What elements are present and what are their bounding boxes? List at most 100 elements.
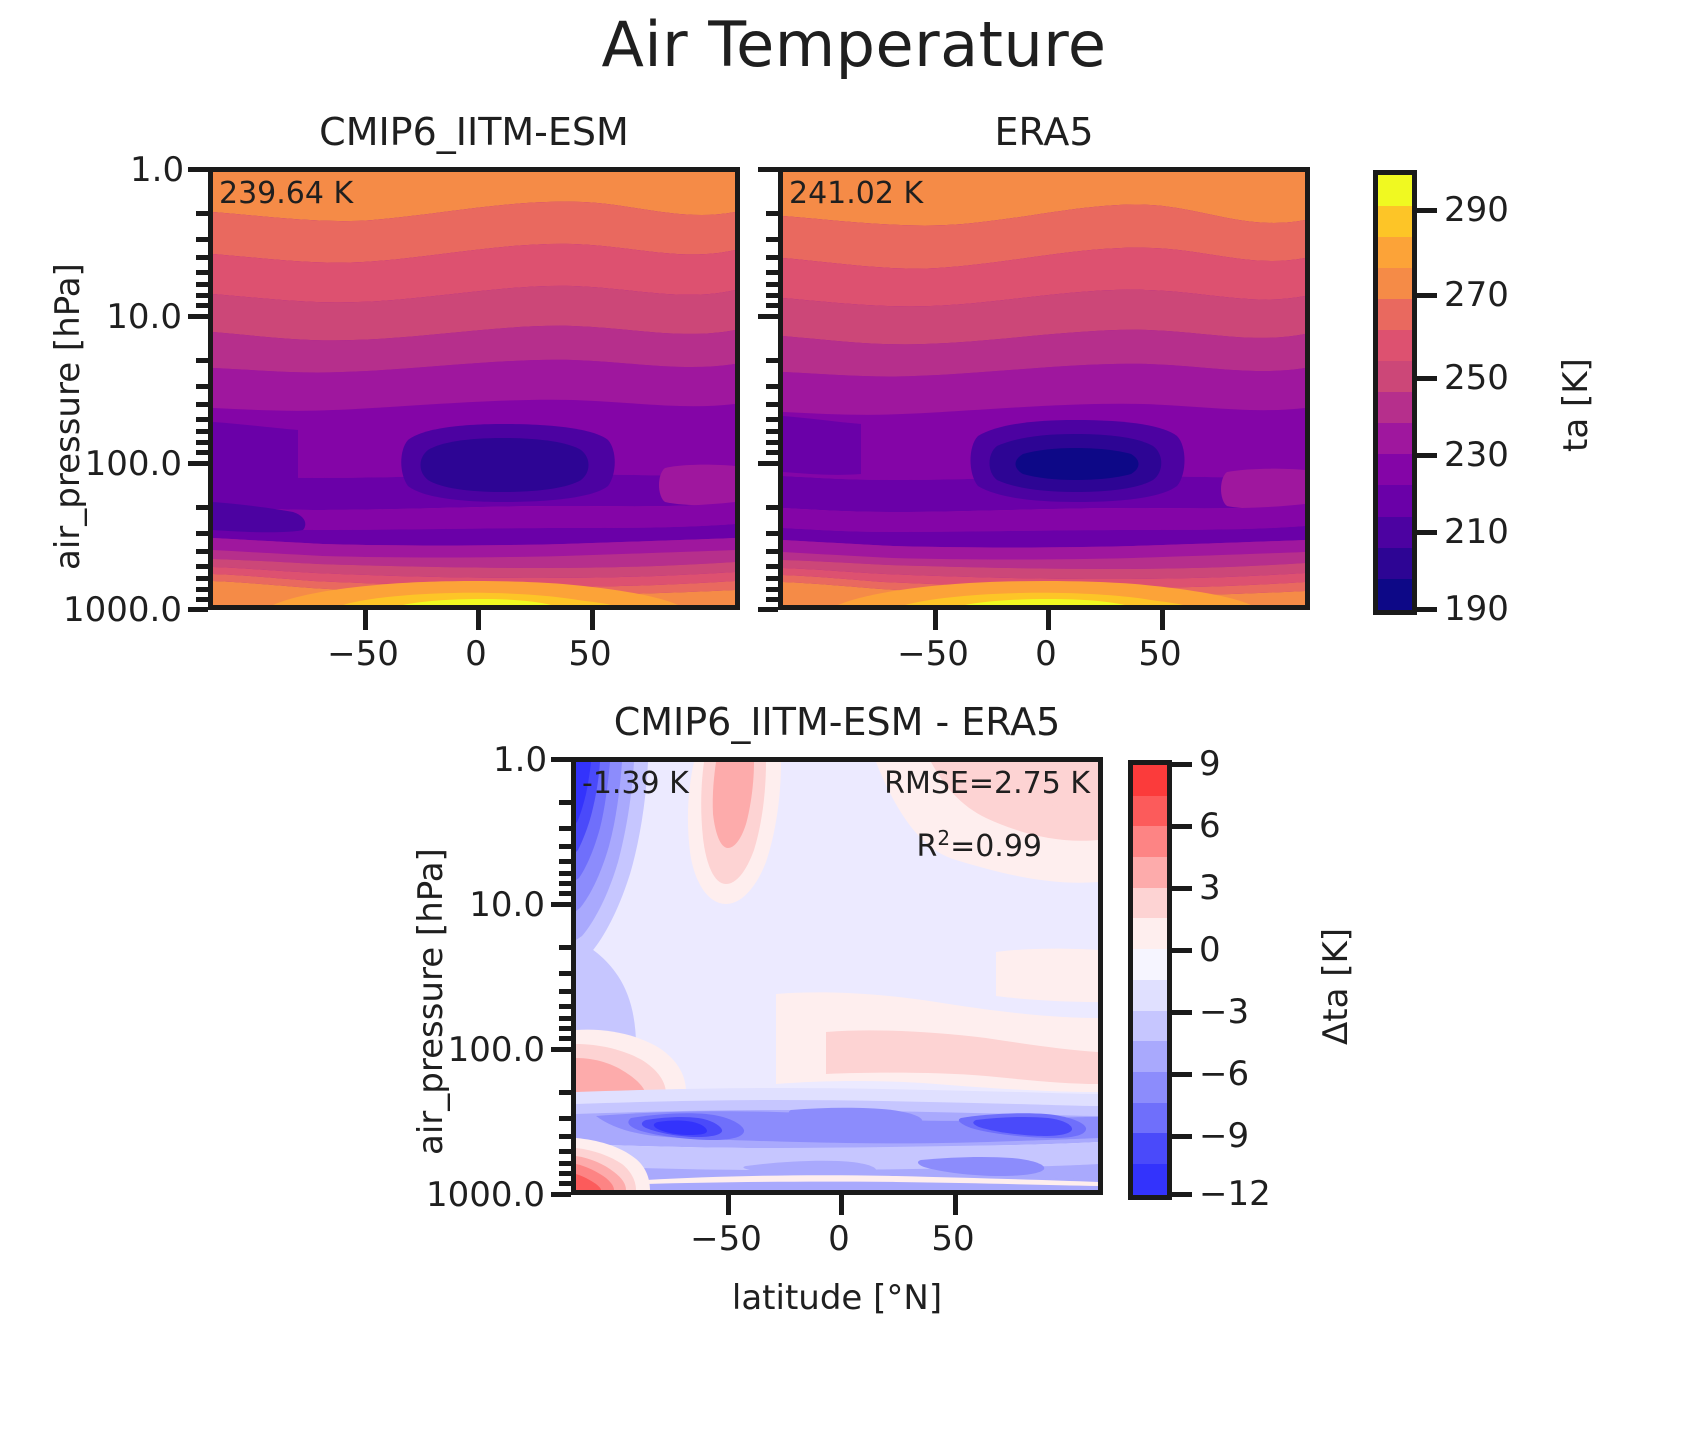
colorbar-tick-label: −6 <box>1199 1054 1250 1094</box>
colorbar-tick-label: 6 <box>1199 806 1221 846</box>
ytick-minor <box>559 891 571 896</box>
panel-model-axes: 239.64 K <box>208 167 740 610</box>
ytick-minor <box>766 282 778 287</box>
colorbar-tick-label: −9 <box>1199 1116 1250 1156</box>
figure-title: Air Temperature <box>601 8 1107 81</box>
colorbar-tick <box>1415 453 1437 458</box>
xtick-label: 0 <box>1035 634 1057 674</box>
ytick-minor <box>559 1149 571 1154</box>
ytick-minor <box>559 1161 571 1166</box>
ytick-minor <box>766 576 778 581</box>
ytick-minor <box>196 293 208 298</box>
xtick-major <box>933 610 938 630</box>
ytick-major <box>758 167 778 172</box>
difference-contour-plot <box>576 762 1098 1190</box>
ytick-label: 100.0 <box>447 1030 545 1070</box>
panel-reference-axes: 241.02 K <box>778 167 1310 610</box>
ytick-major <box>188 167 208 172</box>
colorbar-tick <box>1170 1192 1192 1197</box>
colorbar-tick <box>1415 607 1437 612</box>
colorbar-tick <box>1170 1072 1192 1077</box>
xtick-label: 0 <box>828 1219 850 1259</box>
ytick-minor <box>559 1036 571 1041</box>
ytick-major <box>758 461 778 466</box>
ytick-minor <box>559 1026 571 1031</box>
colorbar-tick-label: 190 <box>1444 589 1509 629</box>
ytick-minor <box>196 587 208 592</box>
ytick-minor <box>196 282 208 287</box>
ytick-minor <box>196 237 208 242</box>
ytick-minor <box>196 384 208 389</box>
ytick-minor <box>196 440 208 445</box>
xtick-major <box>839 1195 844 1215</box>
ytick-minor <box>559 844 571 849</box>
panel-reference-annotation: 241.02 K <box>789 176 924 211</box>
colorbar-tick-label: −12 <box>1199 1174 1271 1214</box>
colorbar-tick <box>1170 1134 1192 1139</box>
colorbar-ta <box>1373 170 1417 615</box>
ytick-minor <box>559 1134 571 1139</box>
ytick-major <box>551 902 571 907</box>
ytick-major <box>551 1047 571 1052</box>
colorbar-tick-label: 9 <box>1199 744 1221 784</box>
xtick-major <box>726 1195 731 1215</box>
panel-difference-r2: R2=0.99 <box>916 826 1042 864</box>
panel-title-difference: CMIP6_IITM-ESM - ERA5 <box>613 700 1061 744</box>
ytick-minor <box>766 531 778 536</box>
ytick-major <box>188 461 208 466</box>
ytick-minor <box>559 800 571 805</box>
xtick-label: 50 <box>1138 634 1182 674</box>
ytick-minor <box>766 358 778 363</box>
ytick-label: 1.0 <box>493 740 548 780</box>
ytick-minor <box>559 871 571 876</box>
ytick-minor <box>766 384 778 389</box>
xtick-major <box>476 610 481 630</box>
colorbar-title-delta-ta: Δta [K] <box>1316 927 1356 1045</box>
ytick-minor <box>766 237 778 242</box>
ytick-minor <box>559 1116 571 1121</box>
panel-title-model: CMIP6_IITM-ESM <box>319 110 629 154</box>
ytick-major <box>758 314 778 319</box>
xtick-major <box>953 1195 958 1215</box>
ytick-minor <box>559 859 571 864</box>
xtick-major <box>363 610 368 630</box>
ytick-minor <box>559 989 571 994</box>
ytick-minor <box>766 303 778 308</box>
axis-label-y-difference: air_pressure [hPa] <box>411 848 451 1155</box>
panel-difference-axes: -1.39 K RMSE=2.75 K R2=0.99 <box>571 757 1103 1195</box>
ytick-minor <box>766 417 778 422</box>
ytick-minor <box>559 1016 571 1021</box>
r2-value: =0.99 <box>950 829 1042 864</box>
ytick-minor <box>196 597 208 602</box>
ytick-minor <box>196 429 208 434</box>
colorbar-tick <box>1415 293 1437 298</box>
ytick-minor <box>766 450 778 455</box>
panel-difference-annotation: -1.39 K <box>582 766 689 801</box>
ytick-minor <box>559 1181 571 1186</box>
colorbar-tick <box>1170 762 1192 767</box>
ytick-minor <box>196 303 208 308</box>
colorbar-tick-label: −3 <box>1199 992 1250 1032</box>
colorbar-tick-label: 210 <box>1444 512 1509 552</box>
ytick-label: 1000.0 <box>63 590 182 630</box>
reference-contour-plot <box>783 172 1305 605</box>
ytick-minor <box>766 429 778 434</box>
ytick-minor <box>196 505 208 510</box>
xtick-major <box>590 610 595 630</box>
ytick-minor <box>559 971 571 976</box>
xtick-label: 50 <box>568 634 612 674</box>
colorbar-tick <box>1415 376 1437 381</box>
xtick-label: −50 <box>327 634 399 674</box>
colorbar-tick-label: 0 <box>1199 930 1221 970</box>
ytick-minor <box>766 549 778 554</box>
ytick-minor <box>559 945 571 950</box>
colorbar-tick <box>1415 530 1437 535</box>
xtick-label: −50 <box>690 1219 762 1259</box>
ytick-major <box>188 314 208 319</box>
colorbar-title-ta: ta [K] <box>1556 358 1596 452</box>
ytick-minor <box>196 211 208 216</box>
panel-title-reference: ERA5 <box>994 110 1094 154</box>
colorbar-tick <box>1170 886 1192 891</box>
ytick-minor <box>196 270 208 275</box>
